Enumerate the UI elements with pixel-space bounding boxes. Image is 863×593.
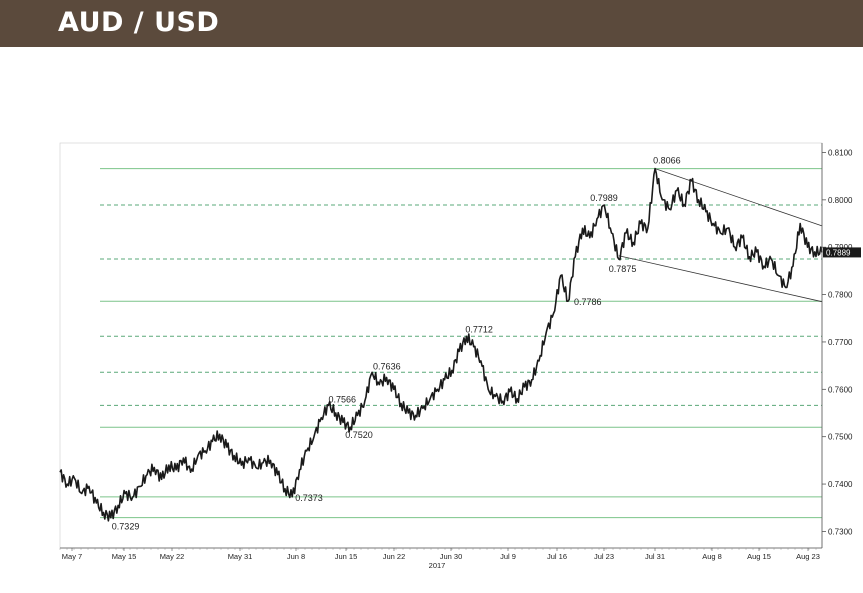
x-tick-label: Aug 23: [796, 552, 820, 561]
x-tick-label: Jun 8: [287, 552, 305, 561]
level-label-0.7712: 0.7712: [465, 324, 493, 334]
plot-frame: [59, 142, 823, 549]
header-bar: AUD / USD: [0, 0, 863, 47]
x-tick-label: Jun 30: [440, 552, 463, 561]
x-tick-label: Jul 16: [547, 552, 567, 561]
level-label-0.7520: 0.7520: [345, 430, 373, 440]
x-tick-label: Aug 15: [747, 552, 771, 561]
last-price-label: 0.7889: [826, 248, 851, 257]
level-label-0.7373: 0.7373: [295, 493, 323, 503]
x-axis-year-label: 2017: [429, 561, 446, 570]
y-tick-label: 0.8100: [828, 148, 853, 157]
y-tick-label: 0.7600: [828, 385, 853, 394]
x-tick-label: Jul 23: [594, 552, 614, 561]
y-tick-label: 0.7800: [828, 291, 853, 300]
x-tick-label: Jul 31: [645, 552, 665, 561]
x-tick-label: Jun 15: [335, 552, 358, 561]
channel-upper-line: [654, 168, 823, 227]
level-label-0.7989: 0.7989: [590, 193, 618, 203]
y-tick-label: 0.7400: [828, 480, 853, 489]
y-tick-label: 0.7300: [828, 527, 853, 536]
x-tick-label: May 7: [62, 552, 82, 561]
x-tick-label: May 31: [228, 552, 253, 561]
channel-lower-line: [618, 255, 823, 303]
page-title: AUD / USD: [58, 7, 220, 38]
y-tick-label: 0.8000: [828, 196, 853, 205]
last-price-badge: [823, 247, 861, 258]
level-label-0.7566: 0.7566: [329, 394, 357, 404]
x-tick-label: May 15: [112, 552, 137, 561]
level-label-0.7636: 0.7636: [373, 361, 401, 371]
level-label-0.7329: 0.7329: [112, 522, 140, 532]
y-tick-label: 0.7500: [828, 433, 853, 442]
x-tick-label: May 22: [160, 552, 185, 561]
x-tick-label: Jul 9: [500, 552, 516, 561]
x-tick-label: Aug 8: [702, 552, 722, 561]
level-label-0.7786: 0.7786: [574, 297, 602, 307]
level-label-0.8066: 0.8066: [653, 156, 681, 166]
level-label-0.7875: 0.7875: [609, 264, 637, 274]
x-tick-label: Jun 22: [383, 552, 406, 561]
price-line: [59, 167, 823, 522]
y-tick-label: 0.7700: [828, 338, 853, 347]
